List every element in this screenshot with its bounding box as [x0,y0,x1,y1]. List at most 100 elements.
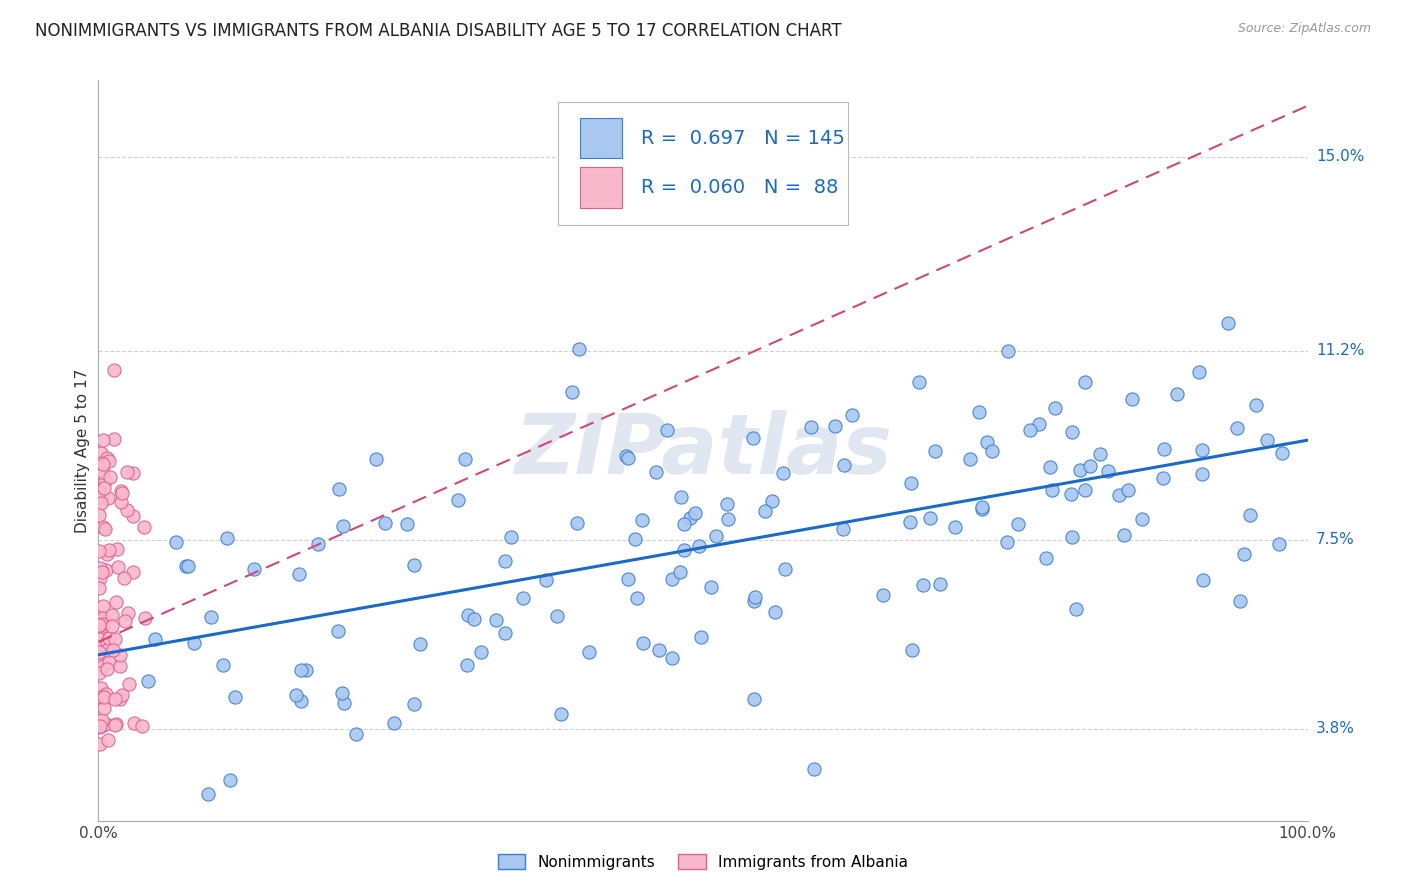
Point [91,565,114,579]
Point [404,698,426,712]
Point [90,456,112,470]
Point [96,547,118,561]
Point [699,580,721,594]
Point [110,484,132,499]
Point [89,490,111,504]
Text: NONIMMIGRANTS VS IMMIGRANTS FROM ALBANIA DISABILITY AGE 5 TO 17 CORRELATION CHAR: NONIMMIGRANTS VS IMMIGRANTS FROM ALBANIA… [35,22,842,40]
Point [90,617,112,632]
Point [94,522,117,536]
Point [565,516,588,530]
Point [307,537,329,551]
Point [1060,487,1083,501]
Point [617,451,640,466]
Point [90,681,112,695]
Point [550,706,572,721]
Point [112,571,135,585]
Point [924,444,946,458]
Point [93,611,115,625]
Point [332,696,354,710]
Point [872,588,894,602]
Point [97,453,120,467]
Point [117,606,139,620]
Point [110,688,132,702]
Point [969,405,991,419]
Point [1233,547,1256,561]
Point [1130,512,1153,526]
Point [89,561,111,575]
Point [93,701,115,715]
Point [174,558,197,573]
Point [87,581,110,595]
Point [89,666,111,681]
Point [1039,460,1062,475]
Point [101,643,124,657]
Point [1108,488,1130,502]
Point [626,591,648,605]
Point [103,363,125,377]
Point [104,692,127,706]
Point [87,618,110,632]
Point [93,457,115,471]
Point [105,716,128,731]
Point [1007,516,1029,531]
Point [1069,462,1091,476]
Point [110,659,132,673]
Point [97,655,120,669]
Text: 7.5%: 7.5% [1316,533,1354,548]
Point [546,609,568,624]
Point [1043,401,1066,416]
Point [91,466,114,480]
Point [661,651,683,665]
Point [94,475,117,489]
Point [494,554,516,568]
Point [456,657,478,672]
Point [290,663,312,677]
Point [107,560,129,574]
Point [101,607,124,622]
Bar [579,168,621,208]
Point [761,494,783,508]
Point [97,733,120,747]
Point [1018,424,1040,438]
Point [93,519,115,533]
Point [183,636,205,650]
Point [94,563,117,577]
Point [832,522,855,536]
Text: Source: ZipAtlas.com: Source: ZipAtlas.com [1237,22,1371,36]
Point [108,691,131,706]
Point [1088,447,1111,461]
Point [568,342,591,356]
Point [87,645,110,659]
Point [87,508,110,523]
Point [224,690,246,705]
Point [1256,433,1278,447]
Text: 15.0%: 15.0% [1316,149,1364,164]
Point [1229,593,1251,607]
Point [976,435,998,450]
Point [717,512,740,526]
Point [132,520,155,534]
Point [457,608,479,623]
Point [90,496,112,510]
Point [1121,392,1143,407]
Point [96,450,118,465]
Point [501,530,523,544]
Point [1116,483,1139,497]
Point [1112,528,1135,542]
Point [578,645,600,659]
Point [89,570,111,584]
Point [104,632,127,646]
Point [1097,464,1119,478]
Point [104,595,127,609]
Point [143,632,166,647]
Point [688,539,710,553]
Point [290,694,312,708]
FancyBboxPatch shape [558,103,848,225]
Text: R =  0.697   N = 145: R = 0.697 N = 145 [641,128,845,147]
Point [494,625,516,640]
Point [409,637,432,651]
Point [1064,602,1087,616]
Point [200,609,222,624]
Point [90,446,112,460]
Point [122,509,145,524]
